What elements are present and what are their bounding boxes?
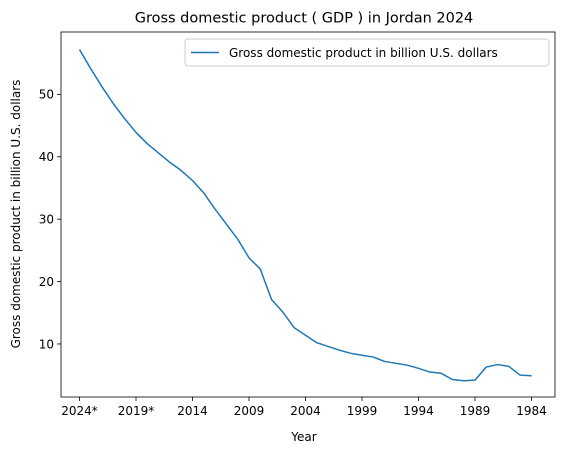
x-tick-label: 1989 [460,404,491,418]
x-tick-label: 1994 [403,404,434,418]
x-tick-label: 2009 [234,404,265,418]
chart-title: Gross domestic product ( GDP ) in Jordan… [135,11,474,27]
x-tick-label: 2019* [118,404,155,418]
y-axis: 10 20 30 40 50 [39,88,61,352]
y-tick-label: 30 [39,212,54,226]
x-tick-label: 2014 [177,404,208,418]
y-tick-label: 20 [39,275,54,289]
x-tick-label: 2004 [290,404,321,418]
x-tick-label: 1984 [516,404,547,418]
x-axis-title: Year [290,430,316,444]
x-tick-label: 1999 [347,404,378,418]
plot-area [61,32,555,397]
y-tick-label: 50 [39,88,54,102]
legend-label: Gross domestic product in billion U.S. d… [229,46,498,60]
x-tick-label: 2024* [61,404,98,418]
y-tick-label: 10 [39,337,54,351]
y-axis-title: Gross domestic product in billion U.S. d… [9,80,23,349]
legend: Gross domestic product in billion U.S. d… [185,39,549,66]
x-axis: 2024* 2019* 2014 2009 2004 1999 1994 1989 1984 [61,397,547,418]
y-tick-label: 40 [39,150,54,164]
series-line [80,49,532,380]
